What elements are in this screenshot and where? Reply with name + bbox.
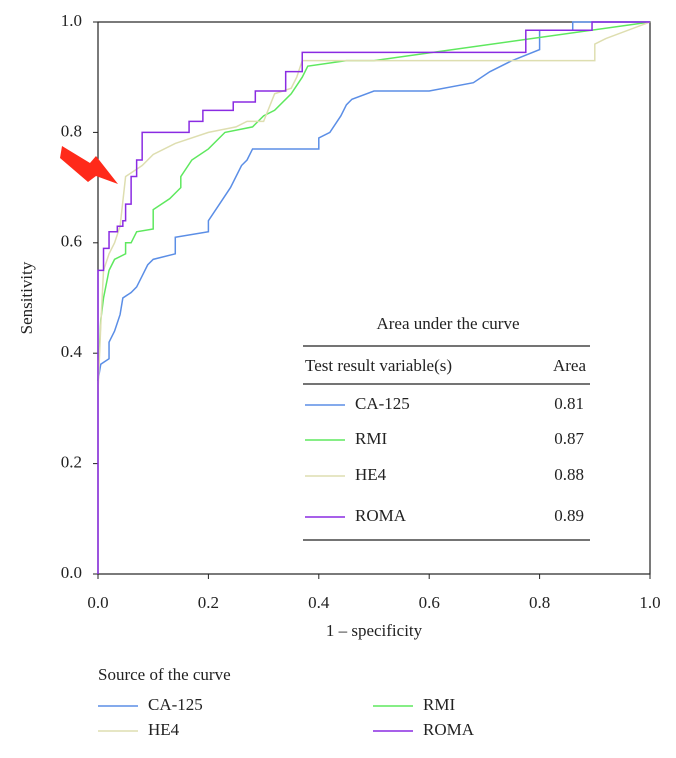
y-tick-label: 0.4 [61,342,83,361]
table-title: Area under the curve [376,314,519,333]
table-header: Area [553,356,586,375]
legend-label: HE4 [148,720,180,739]
table-name: ROMA [355,506,407,525]
legend-label: CA-125 [148,695,203,714]
legend-title: Source of the curve [98,665,231,684]
plot-frame [97,21,651,575]
roc-curve [97,21,651,392]
y-tick-label: 0.8 [61,121,82,140]
roc-curve [97,21,650,381]
x-tick-label: 0.8 [529,593,550,612]
table-header: Test result variable(s) [305,356,452,375]
x-tick-label: 0.4 [308,593,330,612]
y-tick-label: 0.2 [61,453,82,472]
x-tick-label: 1.0 [639,593,660,612]
table-area: 0.87 [554,429,584,448]
y-tick-label: 0.0 [61,563,82,582]
y-axis-label: Sensitivity [17,261,36,334]
table-area: 0.88 [554,465,584,484]
roc-curve [97,21,651,381]
table-area: 0.81 [554,394,584,413]
x-axis-label: 1 – specificity [326,621,423,640]
legend-label: RMI [423,695,455,714]
x-tick-label: 0.6 [419,593,440,612]
table-name: RMI [355,429,387,448]
arrow [60,146,118,184]
roc-curve [97,21,650,574]
x-tick-label: 0.0 [87,593,108,612]
table-name: HE4 [355,465,387,484]
table-name: CA-125 [355,394,410,413]
x-tick-label: 0.2 [198,593,219,612]
legend-label: ROMA [423,720,475,739]
y-tick-label: 0.6 [61,232,82,251]
y-tick-label: 1.0 [61,11,82,30]
table-area: 0.89 [554,506,584,525]
